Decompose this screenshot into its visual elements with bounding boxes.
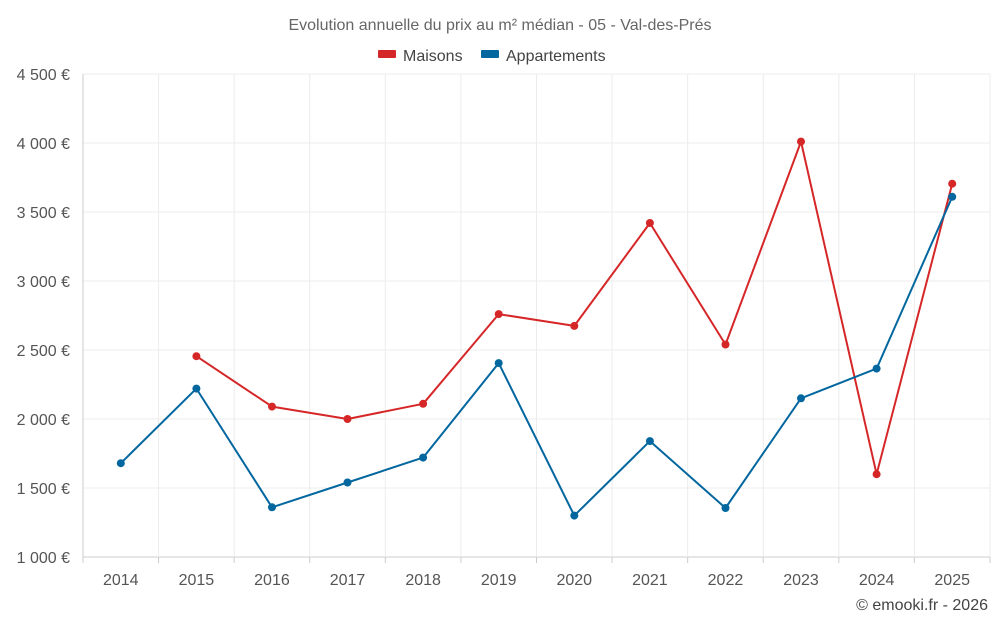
- data-point-appartements-2017[interactable]: [343, 478, 352, 487]
- legend-label-maisons[interactable]: Maisons: [403, 48, 463, 65]
- data-point-maisons-2025[interactable]: [948, 179, 957, 188]
- data-point-maisons-2017[interactable]: [343, 415, 352, 423]
- data-point-maisons-2020[interactable]: [570, 321, 579, 330]
- data-point-appartements-2018[interactable]: [419, 453, 428, 462]
- y-tick-label: 3 000 €: [17, 274, 70, 291]
- legend-swatch-maisons[interactable]: [378, 50, 396, 58]
- data-point-appartements-2024[interactable]: [872, 364, 881, 373]
- data-point-maisons-2015[interactable]: [192, 352, 201, 361]
- data-point-maisons-2023[interactable]: [797, 137, 805, 146]
- data-point-maisons-2019[interactable]: [494, 310, 503, 319]
- x-tick-label: 2023: [783, 572, 819, 589]
- x-tick-label: 2016: [254, 572, 290, 589]
- chart-title: Evolution annuelle du prix au m² médian …: [288, 17, 711, 34]
- data-point-appartements-2021[interactable]: [645, 437, 654, 446]
- data-point-appartements-2023[interactable]: [797, 394, 805, 403]
- x-axis: 2014 2015 2016 2017 2018 2019 2020 2021 2022 2023…: [82, 557, 991, 589]
- data-point-appartements-2019[interactable]: [494, 359, 503, 368]
- y-tick-label: 2 500 €: [17, 343, 70, 360]
- data-point-maisons-2022[interactable]: [721, 340, 730, 349]
- legend-label-appartements[interactable]: Appartements: [506, 48, 606, 65]
- y-tick-label: 4 500 €: [17, 67, 70, 84]
- x-tick-label: 2014: [103, 572, 139, 589]
- y-tick-label: 4 000 €: [17, 136, 70, 153]
- x-tick-label: 2015: [179, 572, 215, 589]
- data-point-appartements-2025[interactable]: [948, 192, 957, 201]
- x-tick-label: 2020: [556, 572, 592, 589]
- grid: [82, 73, 991, 558]
- x-tick-label: 2018: [405, 572, 441, 589]
- data-point-appartements-2016[interactable]: [268, 503, 276, 512]
- data-point-maisons-2018[interactable]: [419, 399, 428, 408]
- series-line-appartements: [119, 195, 954, 517]
- y-tick-label: 3 500 €: [17, 205, 70, 222]
- x-tick-label: 2024: [859, 572, 895, 589]
- data-point-maisons-2016[interactable]: [268, 402, 276, 411]
- x-tick-label: 2021: [632, 572, 668, 589]
- series-layer: [116, 137, 957, 520]
- x-tick-label: 2025: [934, 572, 970, 589]
- data-point-maisons-2024[interactable]: [872, 470, 881, 479]
- data-point-appartements-2020[interactable]: [570, 511, 579, 520]
- x-tick-label: 2019: [481, 572, 517, 589]
- data-point-appartements-2015[interactable]: [192, 384, 201, 393]
- data-point-maisons-2021[interactable]: [645, 219, 654, 227]
- data-point-appartements-2022[interactable]: [721, 504, 730, 512]
- legend-swatch-appartements[interactable]: [481, 50, 499, 58]
- legend: Maisons Appartements: [378, 48, 606, 65]
- y-tick-label: 1 500 €: [17, 481, 70, 498]
- credit: © emooki.fr - 2026: [856, 597, 988, 614]
- x-tick-label: 2017: [330, 572, 366, 589]
- data-point-appartements-2014[interactable]: [116, 459, 125, 468]
- y-axis: 1 000 € 1 500 € 2 000 € 2 500 € 3 000 € 3 500…: [17, 67, 70, 567]
- y-tick-label: 2 000 €: [17, 412, 70, 429]
- x-tick-label: 2022: [708, 572, 744, 589]
- y-tick-label: 1 000 €: [17, 550, 70, 567]
